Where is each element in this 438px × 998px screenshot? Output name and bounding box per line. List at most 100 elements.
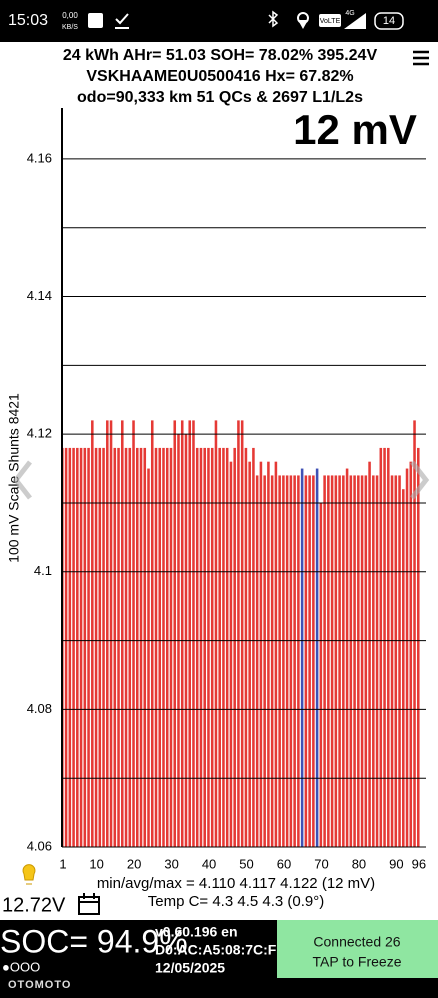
cell-bar — [304, 475, 308, 847]
y-tick-label: 4.1 — [34, 563, 52, 578]
freeze-button[interactable] — [277, 920, 438, 978]
cell-bar — [417, 447, 420, 847]
notification-icon — [88, 13, 103, 28]
cell-bar — [109, 420, 113, 847]
cell-bar — [165, 447, 169, 847]
calendar-icon — [78, 896, 100, 915]
signal-icon — [344, 13, 366, 29]
cell-bar — [342, 475, 345, 847]
x-tick-label: 70 — [314, 856, 328, 871]
header-line: odo=90,333 km 51 QCs & 2697 L1/L2s — [77, 89, 363, 106]
cell-bar — [319, 502, 323, 847]
cell-bar — [173, 420, 177, 847]
bulb-icon — [22, 864, 36, 885]
volte: VoLTE — [320, 18, 341, 25]
y-tick-label: 4.08 — [27, 701, 52, 716]
cell-bar — [308, 475, 311, 847]
clock: 15:03 — [8, 12, 48, 29]
y-tick-label: 4.16 — [27, 150, 52, 165]
cell-bar — [405, 468, 409, 847]
cell-bar — [398, 475, 401, 847]
cell-stats: min/avg/max = 4.110 4.117 4.122 (12 mV) — [97, 875, 375, 892]
cell-bar — [233, 447, 236, 847]
button-line: Connected 26 — [313, 934, 400, 950]
cell-bar — [334, 475, 338, 847]
cell-bar — [128, 447, 132, 847]
cell-bar — [323, 475, 326, 847]
cell-bar — [409, 461, 413, 847]
cell-bar — [248, 461, 251, 847]
x-tick-label: 60 — [277, 856, 291, 871]
next-arrow[interactable] — [410, 460, 430, 500]
cell-bar — [139, 447, 143, 847]
speed-unit: KB/S — [62, 24, 78, 31]
cell-bar — [117, 447, 120, 847]
cell-bar — [154, 447, 158, 847]
aux-voltage: 12.72V — [2, 894, 66, 916]
battery-icon — [374, 12, 404, 30]
cell-bar — [263, 475, 266, 847]
cell-bar — [338, 475, 341, 847]
speed: 0,00 — [62, 11, 78, 20]
cell-bar — [379, 447, 383, 847]
cell-bar — [372, 475, 375, 847]
menu-button[interactable] — [413, 50, 429, 66]
cell-bar — [315, 468, 319, 847]
cell-bar — [360, 475, 364, 847]
y-tick-label: 4.12 — [27, 426, 52, 441]
cell-bar — [345, 468, 349, 847]
cell-bar — [192, 420, 195, 847]
cell-bar — [297, 475, 300, 847]
cell-bar — [255, 475, 259, 847]
cell-bar — [390, 475, 394, 847]
cell-bar — [210, 447, 214, 847]
cell-bar — [94, 447, 98, 847]
cell-bar — [267, 461, 270, 847]
x-tick-label: 20 — [127, 856, 141, 871]
prev-arrow[interactable] — [12, 460, 32, 500]
cell-bar — [64, 447, 68, 847]
chart: 4.06 4.08 4.1 4.12 4.14 4.16 1 10 20 30 40 50 60 70 80… — [27, 108, 426, 871]
cell-bar — [79, 447, 83, 847]
cell-bar — [147, 468, 150, 847]
cell-bar — [293, 475, 296, 847]
x-tick-label: 30 — [164, 856, 178, 871]
watermark: OTOMOTO — [8, 979, 71, 991]
status-bar — [0, 0, 438, 42]
cell-bar — [124, 447, 128, 847]
cell-bar — [195, 447, 199, 847]
cell-bar — [87, 447, 90, 847]
cell-bar — [207, 447, 210, 847]
cell-bar — [300, 468, 304, 847]
version: v0.60.196 en — [155, 924, 238, 940]
cell-bar — [274, 461, 278, 847]
cell-bar — [237, 420, 240, 847]
cell-bar — [158, 447, 162, 847]
cell-bar — [368, 461, 371, 847]
cell-bar — [394, 475, 398, 847]
cell-bar — [225, 447, 229, 847]
cell-bar — [143, 447, 147, 847]
x-tick-label: 50 — [239, 856, 253, 871]
y-tick-label: 4.14 — [27, 288, 52, 303]
cell-bar — [413, 420, 416, 847]
cell-bar — [214, 420, 218, 847]
x-tick-label: 10 — [89, 856, 103, 871]
date: 12/05/2025 — [155, 960, 225, 976]
cell-bar — [289, 475, 293, 847]
network: 4G — [345, 10, 354, 17]
temperature: Temp C= 4.3 4.5 4.3 (0.9°) — [148, 893, 325, 910]
cell-bar — [162, 447, 165, 847]
cell-bar — [357, 475, 360, 847]
x-tick-label: 80 — [352, 856, 366, 871]
cell-bar — [244, 447, 248, 847]
cell-bar — [199, 447, 203, 847]
cell-bar — [278, 475, 281, 847]
cell-bar — [76, 447, 79, 847]
x-tick-label: 90 — [389, 856, 403, 871]
cell-bar — [113, 447, 117, 847]
cell-bar — [282, 475, 285, 847]
mac-address: D0:AC:A5:08:7C:F — [155, 942, 277, 958]
bluetooth-icon — [268, 10, 279, 28]
